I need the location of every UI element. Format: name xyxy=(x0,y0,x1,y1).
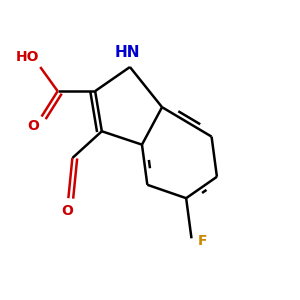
Text: O: O xyxy=(61,203,73,218)
Text: F: F xyxy=(198,234,208,248)
Text: HN: HN xyxy=(115,45,140,60)
Text: HO: HO xyxy=(15,50,39,64)
Text: O: O xyxy=(27,119,39,133)
